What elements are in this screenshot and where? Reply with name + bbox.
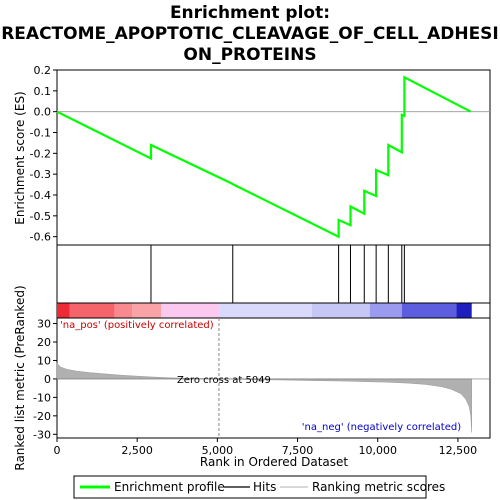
metric-tick-label: -10: [33, 391, 51, 404]
color-bar-segment: [456, 303, 472, 318]
title-line-3: ON_PROTEINS: [183, 45, 316, 65]
es-axis-title: Enrichment score (ES): [13, 91, 27, 224]
title-line-1: Enrichment plot:: [170, 3, 330, 23]
zero-cross-label: Zero cross at 5049: [177, 375, 271, 386]
x-tick-label: 12,500: [439, 444, 478, 457]
x-tick-label: 7,500: [282, 444, 314, 457]
x-axis-title: Rank in Ordered Dataset: [200, 455, 348, 469]
color-bar-segment: [114, 303, 133, 318]
x-tick-label: 0: [54, 444, 61, 457]
positive-correlation-label: 'na_pos' (positively correlated): [60, 320, 214, 331]
color-bar-segment: [369, 303, 402, 318]
metric-axis: 30 20 10 0 -10 -20 -30: [33, 318, 57, 441]
x-tick-label: 2,500: [121, 444, 153, 457]
es-tick-label: -0.6: [30, 231, 51, 244]
metric-area: [56, 362, 472, 433]
metric-tick-label: -30: [33, 428, 51, 441]
legend-hits-label: Hits: [253, 480, 276, 494]
color-bar-segment: [311, 303, 370, 318]
es-panel-frame: [56, 69, 491, 246]
x-tick-label: 10,000: [358, 444, 397, 457]
es-tick-label: -0.4: [30, 189, 51, 202]
color-bar-segment: [69, 303, 115, 318]
x-tick-label: 5,000: [202, 444, 234, 457]
es-tick-label: -0.3: [30, 168, 51, 181]
metric-layer: [56, 318, 490, 438]
es-tick-label: 0.2: [34, 64, 52, 77]
hits-panel-frame: [56, 244, 491, 304]
title-line-2: REACTOME_APOPTOTIC_CLEAVAGE_OF_CELL_ADHE…: [1, 24, 499, 44]
color-bar-segment: [401, 303, 457, 318]
es-tick-label: -0.1: [30, 127, 51, 140]
metric-axis-title: Ranked list metric (PreRanked): [13, 285, 27, 470]
x-axis: 0 2,500 5,000 7,500 10,000 12,500: [54, 438, 478, 457]
metric-tick-label: 30: [37, 318, 51, 331]
es-curve-layer: [56, 75, 490, 239]
metric-tick-label: 0: [44, 373, 51, 386]
legend-es-label: Enrichment profile: [114, 480, 225, 494]
hits-layer: [150, 245, 405, 303]
negative-correlation-label: 'na_neg' (negatively correlated): [302, 422, 461, 433]
color-bar-segment: [57, 303, 70, 318]
es-tick-label: 0.1: [34, 85, 52, 98]
metric-tick-label: -20: [33, 410, 51, 423]
color-bar-segment: [218, 303, 312, 318]
es-tick-label: -0.2: [30, 147, 51, 160]
metric-tick-label: 10: [37, 354, 51, 367]
color-bar-segment: [161, 303, 219, 318]
legend-metric-label: Ranking metric scores: [312, 480, 445, 494]
es-tick-label: -0.5: [30, 210, 51, 223]
es-curve: [56, 75, 472, 239]
color-bar-segment: [132, 303, 162, 318]
metric-tick-label: 20: [37, 336, 51, 349]
es-tick-label: 0.0: [34, 106, 52, 119]
color-bar-layer: [57, 303, 472, 318]
es-axis: 0.2 0.1 0.0 -0.1 -0.2 -0.3 -0.4 -0.5 -0.6: [30, 64, 57, 244]
